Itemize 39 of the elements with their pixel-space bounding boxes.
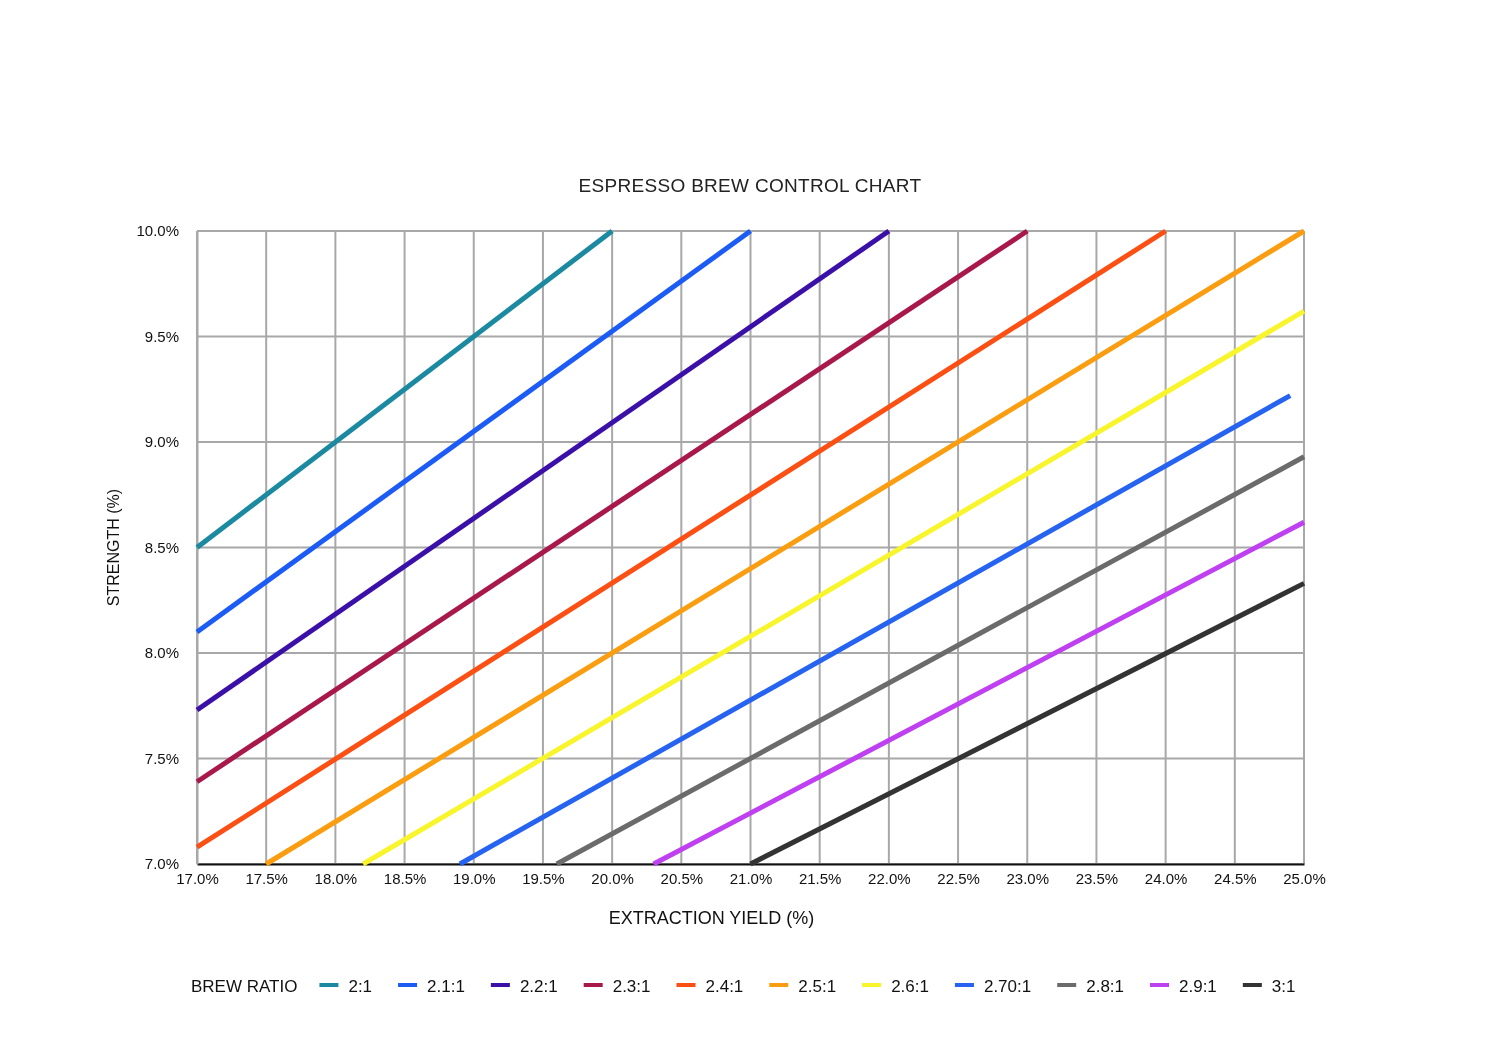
x-tick-label: 25.0% — [1283, 869, 1326, 887]
y-tick-label: 10.0% — [136, 222, 179, 240]
legend-label: 2.9:1 — [1179, 977, 1217, 996]
y-axis-title: STRENGTH (%) — [105, 488, 122, 607]
legend-title: BREW RATIO — [191, 977, 298, 996]
x-tick-label: 24.5% — [1214, 869, 1257, 887]
x-tick-label: 20.0% — [591, 869, 634, 887]
legend-label: 2.5:1 — [798, 977, 837, 996]
legend-label: 2:1 — [348, 977, 373, 996]
x-tick-label: 22.0% — [868, 869, 911, 887]
x-tick-label: 19.0% — [452, 869, 496, 887]
legend-label: 2.3:1 — [612, 977, 651, 996]
x-tick-label: 18.0% — [314, 869, 358, 887]
legend-label: 2.2:1 — [519, 977, 558, 996]
x-axis-title: EXTRACTION YIELD (%) — [608, 908, 815, 928]
x-tick-label: 17.5% — [245, 869, 288, 887]
legend-label: 3:1 — [1271, 977, 1296, 996]
chart-title: ESPRESSO BREW CONTROL CHART — [578, 175, 922, 196]
x-tick-label: 23.5% — [1075, 869, 1119, 887]
y-tick-label: 8.0% — [144, 644, 179, 662]
x-tick-label: 18.5% — [383, 869, 427, 887]
legend-label: 2.4:1 — [705, 977, 744, 996]
x-tick-label: 19.5% — [522, 869, 565, 887]
y-tick-label: 8.5% — [144, 538, 179, 556]
y-tick-label: 7.5% — [144, 749, 179, 767]
x-tick-label: 22.5% — [937, 869, 980, 887]
x-tick-label: 24.0% — [1144, 869, 1188, 887]
x-tick-label: 21.0% — [729, 869, 773, 887]
x-tick-label: 23.0% — [1006, 869, 1050, 887]
legend-label: 2.70:1 — [983, 977, 1032, 996]
y-tick-label: 9.5% — [144, 327, 179, 345]
y-tick-label: 9.0% — [144, 433, 179, 451]
x-tick-label: 20.5% — [660, 869, 704, 887]
legend-label: 2.8:1 — [1086, 977, 1125, 996]
legend-label: 2.1:1 — [427, 977, 465, 996]
x-tick-label: 21.5% — [798, 869, 842, 887]
legend-label: 2.6:1 — [891, 977, 929, 996]
x-tick-label: 17.0% — [176, 869, 219, 887]
y-tick-label: 7.0% — [144, 855, 179, 873]
